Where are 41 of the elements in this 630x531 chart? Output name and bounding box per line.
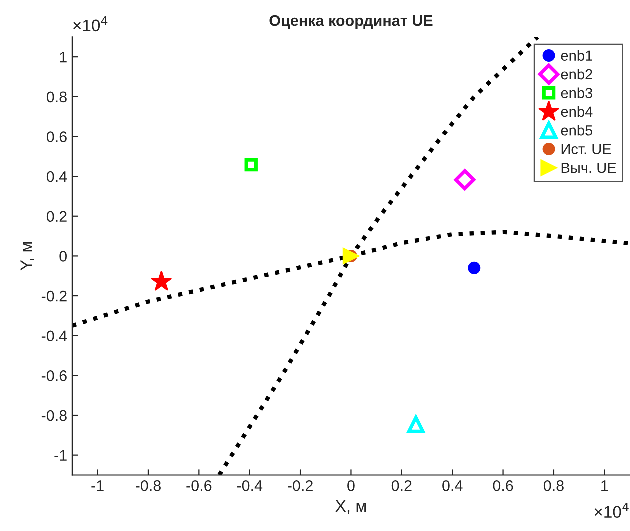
point [468, 262, 481, 274]
y-tick-label: -0.6 [42, 370, 67, 382]
x-tick-label: 0.2 [392, 480, 412, 492]
y-tick-label: -0.4 [42, 330, 68, 342]
x-axis-title: X, м [336, 500, 366, 514]
x-tick-label: 0 [348, 480, 355, 492]
legend-label: enb4 [561, 106, 593, 118]
point [454, 169, 476, 191]
x-tick-label: -1 [92, 480, 104, 492]
y-tick-label: -0.8 [42, 410, 67, 422]
point [244, 158, 258, 172]
legend-label: enb1 [561, 50, 592, 62]
x-tick-label: -0.6 [186, 480, 212, 492]
legend-label: enb2 [561, 68, 592, 80]
x-tick-label: 0.4 [442, 480, 463, 492]
y-tick-label: 0 [60, 251, 67, 262]
x-tick-label: -0.4 [237, 480, 263, 492]
legend-label: enb3 [561, 88, 593, 98]
x-tick-label: -0.8 [136, 480, 161, 492]
y-tick-label: 0.6 [46, 132, 67, 142]
line-series [217, 37, 540, 476]
y-tick-label: -1 [54, 450, 67, 461]
point [151, 270, 172, 292]
legend-label: enb5 [561, 125, 593, 136]
point [407, 416, 425, 434]
text: ×10$^{4}$ [594, 502, 629, 518]
y-tick-label: 0.8 [46, 92, 67, 103]
legend-label: Выч. UE [562, 163, 616, 174]
y-tick-label: -0.2 [42, 290, 67, 302]
x-tick-label: 1 [602, 480, 608, 492]
legend-label: Ист. UE [562, 144, 612, 154]
chart-title: Оценка координат UE [270, 15, 433, 30]
y-tick-label: 0.2 [46, 211, 67, 222]
x-tick-label: -0.2 [288, 480, 313, 492]
line-series [72, 230, 630, 328]
x-tick-label: 0.6 [493, 480, 514, 492]
y-tick-label: 0.4 [46, 171, 68, 182]
x-tick-label: 0.8 [544, 480, 564, 492]
text: ×10$^{4}$ [74, 16, 108, 32]
y-axis-title: Y, м [20, 242, 34, 271]
y-tick-label: 1 [60, 52, 67, 63]
